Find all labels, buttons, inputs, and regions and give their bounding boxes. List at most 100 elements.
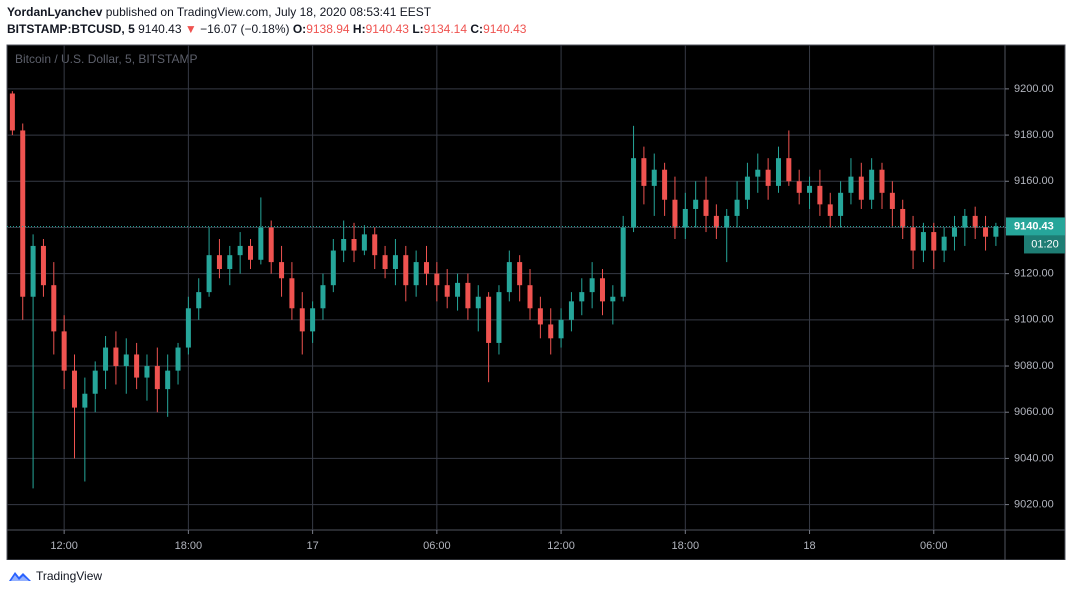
candle-body (413, 262, 419, 286)
close-label: C: (470, 22, 484, 36)
candle-body (82, 393, 88, 408)
y-tick-label: 9080.00 (1014, 360, 1054, 372)
low: 9134.14 (423, 22, 468, 36)
candle-body (744, 176, 750, 200)
candle-body (941, 236, 947, 251)
candle-body (134, 354, 140, 378)
candle-body (900, 208, 906, 228)
y-tick-label: 9200.00 (1014, 83, 1054, 95)
x-tick-label: 06:00 (920, 540, 948, 552)
candle-body (496, 292, 502, 343)
candle-body (599, 278, 605, 302)
author[interactable]: YordanLyanchev (7, 5, 103, 19)
candle-body (330, 250, 336, 286)
candle-body (682, 208, 688, 228)
candle-body (775, 158, 781, 186)
high-label: H: (352, 22, 366, 36)
candle-body (951, 227, 957, 237)
logo (9, 572, 31, 581)
candle-body (527, 285, 533, 309)
candle-body (40, 245, 46, 286)
candle-body (92, 370, 98, 394)
candle-body (123, 354, 129, 367)
x-tick-label: 18:00 (672, 540, 700, 552)
candle-body (579, 292, 585, 302)
candle-body (838, 192, 844, 216)
candle-body (61, 331, 67, 371)
candle-body (258, 227, 264, 260)
low-label: L: (412, 22, 424, 36)
x-tick-label: 12:00 (50, 540, 78, 552)
last: 9140.43 (138, 22, 182, 36)
down-arrow: ▼ (184, 22, 197, 36)
candle-body (568, 301, 574, 320)
candle-body (548, 324, 554, 339)
candle-body (310, 308, 316, 332)
candle-body (651, 169, 657, 186)
candle-body (796, 181, 802, 193)
candle-body (51, 285, 57, 332)
candle-body (341, 239, 347, 251)
candle-body (392, 255, 398, 270)
candle-body (279, 262, 285, 279)
open-label: O: (292, 22, 307, 36)
candle-body (185, 308, 191, 348)
candle-body (216, 255, 222, 270)
y-tick-label: 9060.00 (1014, 406, 1054, 418)
last-price-box (1006, 217, 1065, 236)
change: −16.07 (−0.18%) (200, 22, 290, 36)
x-tick-label: 18:00 (175, 540, 203, 552)
candle-body (889, 192, 895, 209)
candle-body (206, 255, 212, 293)
candle-body (734, 199, 740, 216)
y-tick-label: 9180.00 (1014, 129, 1054, 141)
candle-body (299, 308, 305, 332)
candle-body (227, 255, 233, 270)
candle-body (807, 185, 813, 193)
close: 9140.43 (483, 22, 527, 36)
chart: Bitcoin / U.S. Dollar, 5, BITSTAMP 9020.… (6, 44, 1066, 560)
candle-body (444, 285, 450, 297)
candle-body (465, 282, 471, 309)
candle-body (351, 239, 357, 251)
candle-body (71, 370, 77, 408)
candle-body (165, 370, 171, 390)
candle-body (30, 245, 36, 297)
quote-line: BITSTAMP:BTCUSD, 5 9140.43 ▼ −16.07 (−0.… (7, 22, 526, 36)
candle-body (196, 292, 202, 309)
candle-body (517, 262, 523, 286)
candle-body (962, 215, 968, 228)
candle-body (931, 232, 937, 251)
footer[interactable]: TradingView (8, 569, 102, 583)
candle-body (703, 199, 709, 216)
candle-body (289, 278, 295, 309)
candle-body (506, 262, 512, 293)
candle-body (620, 227, 626, 297)
candle-body (672, 199, 678, 228)
y-tick-label: 9120.00 (1014, 268, 1054, 280)
countdown-box (1024, 235, 1065, 254)
x-tick-label: 12:00 (547, 540, 575, 552)
chart-title: Bitcoin / U.S. Dollar, 5, BITSTAMP (15, 52, 198, 66)
y-tick-label: 9160.00 (1014, 175, 1054, 187)
candle-body (175, 347, 181, 371)
x-tick-label: 17 (306, 540, 318, 552)
candle-body (9, 93, 15, 131)
candle-body (486, 296, 492, 343)
x-tick-label: 18 (803, 540, 815, 552)
candle-body (247, 245, 253, 260)
candle-body (755, 169, 761, 177)
high: 9140.43 (365, 22, 409, 36)
candle-body (113, 347, 119, 367)
candle-body (993, 226, 999, 237)
candle-body (662, 169, 668, 200)
candle-body (361, 234, 367, 251)
candle-body (403, 255, 409, 286)
candle-body (848, 176, 854, 193)
candle-body (858, 176, 864, 200)
candle-body (817, 185, 823, 205)
y-tick-label: 9020.00 (1014, 499, 1054, 511)
candle-body (910, 227, 916, 251)
candle-body (869, 169, 875, 200)
candle-body (144, 366, 150, 378)
